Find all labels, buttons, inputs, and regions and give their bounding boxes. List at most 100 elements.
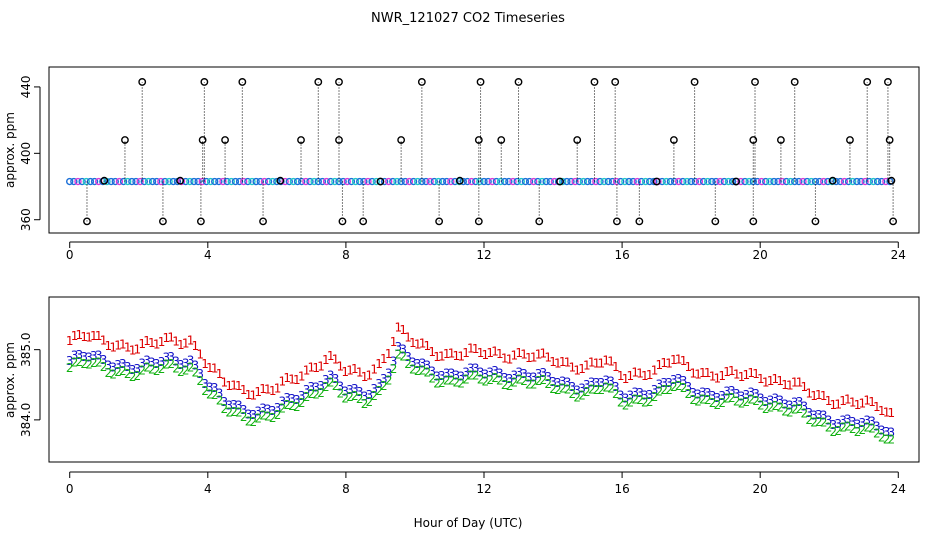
series-1-mark: 1 (66, 334, 74, 348)
series-2-mark: 2 (728, 391, 736, 405)
series-1-mark: 1 (182, 337, 190, 351)
series-1-mark: 1 (380, 352, 388, 366)
baseline-point (716, 177, 724, 186)
series-2-mark: 2 (496, 374, 504, 388)
spike-point (711, 217, 720, 226)
series-1-mark: 1 (337, 360, 345, 374)
series-2-mark: 2 (424, 365, 432, 379)
series-2-mark: 2 (689, 393, 697, 407)
series-3-mark: 3 (448, 366, 456, 380)
series-3-mark: 3 (419, 356, 427, 370)
baseline-point (534, 177, 542, 186)
spike-point (732, 177, 740, 186)
series-2-mark: 2 (230, 405, 238, 419)
x-tick-label: 20 (753, 482, 768, 496)
series-1-mark: 1 (617, 369, 625, 383)
series-3-mark: 3 (192, 359, 200, 373)
series-2-mark: 2 (206, 387, 214, 401)
series-1-mark: 1 (211, 361, 219, 375)
series-1-mark: 1 (235, 379, 243, 393)
series-3-mark: 3 (689, 386, 697, 400)
series-2-mark: 2 (457, 376, 465, 390)
series-2-mark: 2 (675, 379, 683, 393)
series-3-mark: 3 (390, 355, 398, 369)
series-1-mark: 1 (627, 369, 635, 383)
series-3-mark: 3 (293, 393, 301, 407)
series-3-mark: 3 (158, 355, 166, 369)
series-3-mark: 3 (685, 380, 693, 394)
series-3-mark: 3 (409, 356, 417, 370)
series-3-mark: 3 (245, 408, 253, 422)
spike-point (613, 217, 621, 226)
series-2-mark: 2 (622, 399, 630, 413)
baseline-point (513, 177, 521, 186)
x-tick-label: 12 (476, 482, 491, 496)
series-1-mark: 1 (781, 378, 789, 392)
series-3-mark: 3 (153, 357, 161, 371)
series-1-mark: 1 (767, 374, 775, 388)
series-1-mark: 1 (119, 337, 127, 351)
series-3-mark: 3 (327, 368, 335, 382)
series-3-mark: 3 (100, 353, 108, 367)
series-3-mark: 3 (370, 382, 378, 396)
series-1-mark: 1 (158, 335, 166, 349)
series-3-mark: 3 (182, 356, 190, 370)
baseline-point (567, 177, 575, 186)
series-2-mark: 2 (714, 398, 722, 412)
series-3-mark: 3 (119, 357, 127, 371)
series-1-mark: 1 (506, 352, 514, 366)
baseline-point (757, 177, 766, 186)
spike-point (359, 217, 368, 226)
baseline-point (74, 177, 82, 186)
x-tick-label: 24 (891, 248, 906, 262)
series-1-mark: 1 (535, 347, 543, 361)
baseline-point (119, 177, 128, 186)
spike-point (397, 136, 406, 144)
top-y-axis-label: approx. ppm (3, 112, 17, 188)
series-1-mark: 1 (259, 382, 267, 396)
baseline-point (240, 177, 248, 186)
series-2-mark: 2 (743, 395, 751, 409)
series-2-mark: 2 (482, 374, 490, 388)
series-2-mark: 2 (390, 362, 398, 376)
baseline-point (144, 177, 153, 186)
series-3-mark: 3 (250, 408, 258, 422)
baseline-point (223, 177, 231, 186)
y-tick-label: 385.0 (19, 332, 33, 366)
baseline-point (206, 177, 215, 186)
spike-point (474, 217, 483, 226)
baseline-point (306, 177, 314, 186)
series-1-mark: 1 (622, 372, 630, 386)
spike-point (556, 177, 564, 186)
series-3-mark: 3 (868, 414, 876, 428)
series-2-mark: 2 (264, 409, 272, 423)
spike-point (884, 78, 892, 86)
series-1-mark: 1 (153, 338, 161, 352)
series-2-mark: 2 (772, 399, 780, 413)
series-3-mark: 3 (762, 395, 770, 409)
series-1-mark: 1 (578, 362, 586, 376)
series-2-mark: 2 (564, 382, 572, 396)
series-1-mark: 1 (221, 375, 229, 389)
series-2-mark: 2 (182, 363, 190, 377)
series-2-mark: 2 (119, 364, 127, 378)
series-1-mark: 1 (414, 338, 422, 352)
series-1-mark: 1 (370, 363, 378, 377)
series-1-mark: 1 (283, 371, 291, 385)
series-1-mark: 1 (317, 360, 325, 374)
series-3-mark: 3 (612, 380, 620, 394)
series-3-mark: 3 (124, 360, 132, 374)
series-3-mark: 3 (564, 375, 572, 389)
series-1-mark: 1 (482, 348, 490, 362)
baseline-point (753, 177, 762, 186)
spike-point (435, 217, 444, 226)
baseline-point (289, 177, 298, 186)
series-1-mark: 1 (167, 330, 175, 344)
series-2-mark: 2 (602, 380, 610, 394)
baseline-point (368, 177, 376, 186)
series-3-mark: 3 (863, 413, 871, 427)
series-3-mark: 3 (728, 384, 736, 398)
series-1-mark: 1 (105, 339, 113, 353)
baseline-point (795, 177, 803, 186)
series-2-mark: 2 (636, 393, 644, 407)
